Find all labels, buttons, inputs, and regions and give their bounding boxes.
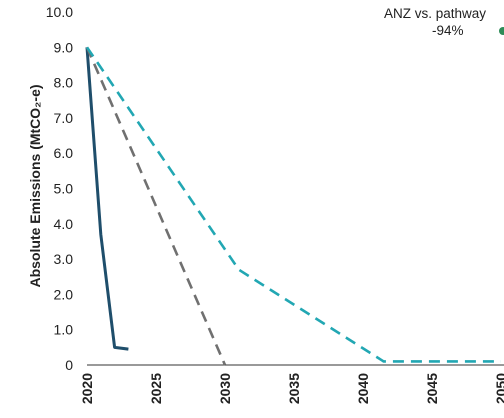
y-tick-label: 9.0 — [54, 39, 74, 55]
y-tick-label: 8.0 — [54, 75, 74, 91]
x-tick-label: 2025 — [148, 373, 164, 404]
y-tick-label: 0 — [65, 357, 73, 373]
series-line-1 — [85, 47, 129, 351]
y-tick-label: 6.0 — [54, 145, 74, 161]
y-axis-label: Absolute Emissions (MtCO₂-e) — [27, 84, 43, 287]
annotation-marker — [499, 27, 504, 35]
series-line-2 — [85, 46, 227, 366]
y-tick-label: 1.0 — [54, 322, 74, 338]
x-tick-label: 2030 — [217, 373, 233, 404]
y-tick-labels: 10.0 9.0 8.0 7.0 6.0 5.0 4.0 3.0 2.0 1.0 0 — [46, 4, 73, 373]
y-tick-label: 3.0 — [54, 251, 74, 267]
annotation-title: ANZ vs. pathway — [384, 6, 486, 21]
x-tick-label: 2045 — [424, 373, 440, 404]
y-tick-label: 4.0 — [54, 216, 74, 232]
series-line-3 — [85, 46, 501, 363]
x-tick-label: 2020 — [79, 373, 95, 404]
y-tick-label: 10.0 — [46, 4, 73, 20]
x-tick-label: 2040 — [355, 373, 371, 404]
x-tick-labels: 2020 2025 2030 2035 2040 2045 2050 — [79, 373, 504, 404]
x-tick-label: 2050 — [493, 373, 504, 404]
x-tick-label: 2035 — [286, 373, 302, 404]
series-lines — [85, 46, 501, 366]
y-tick-label: 5.0 — [54, 181, 74, 197]
y-tick-label: 7.0 — [54, 110, 74, 126]
y-tick-label: 2.0 — [54, 286, 74, 302]
annotation-value: -94% — [432, 23, 464, 38]
